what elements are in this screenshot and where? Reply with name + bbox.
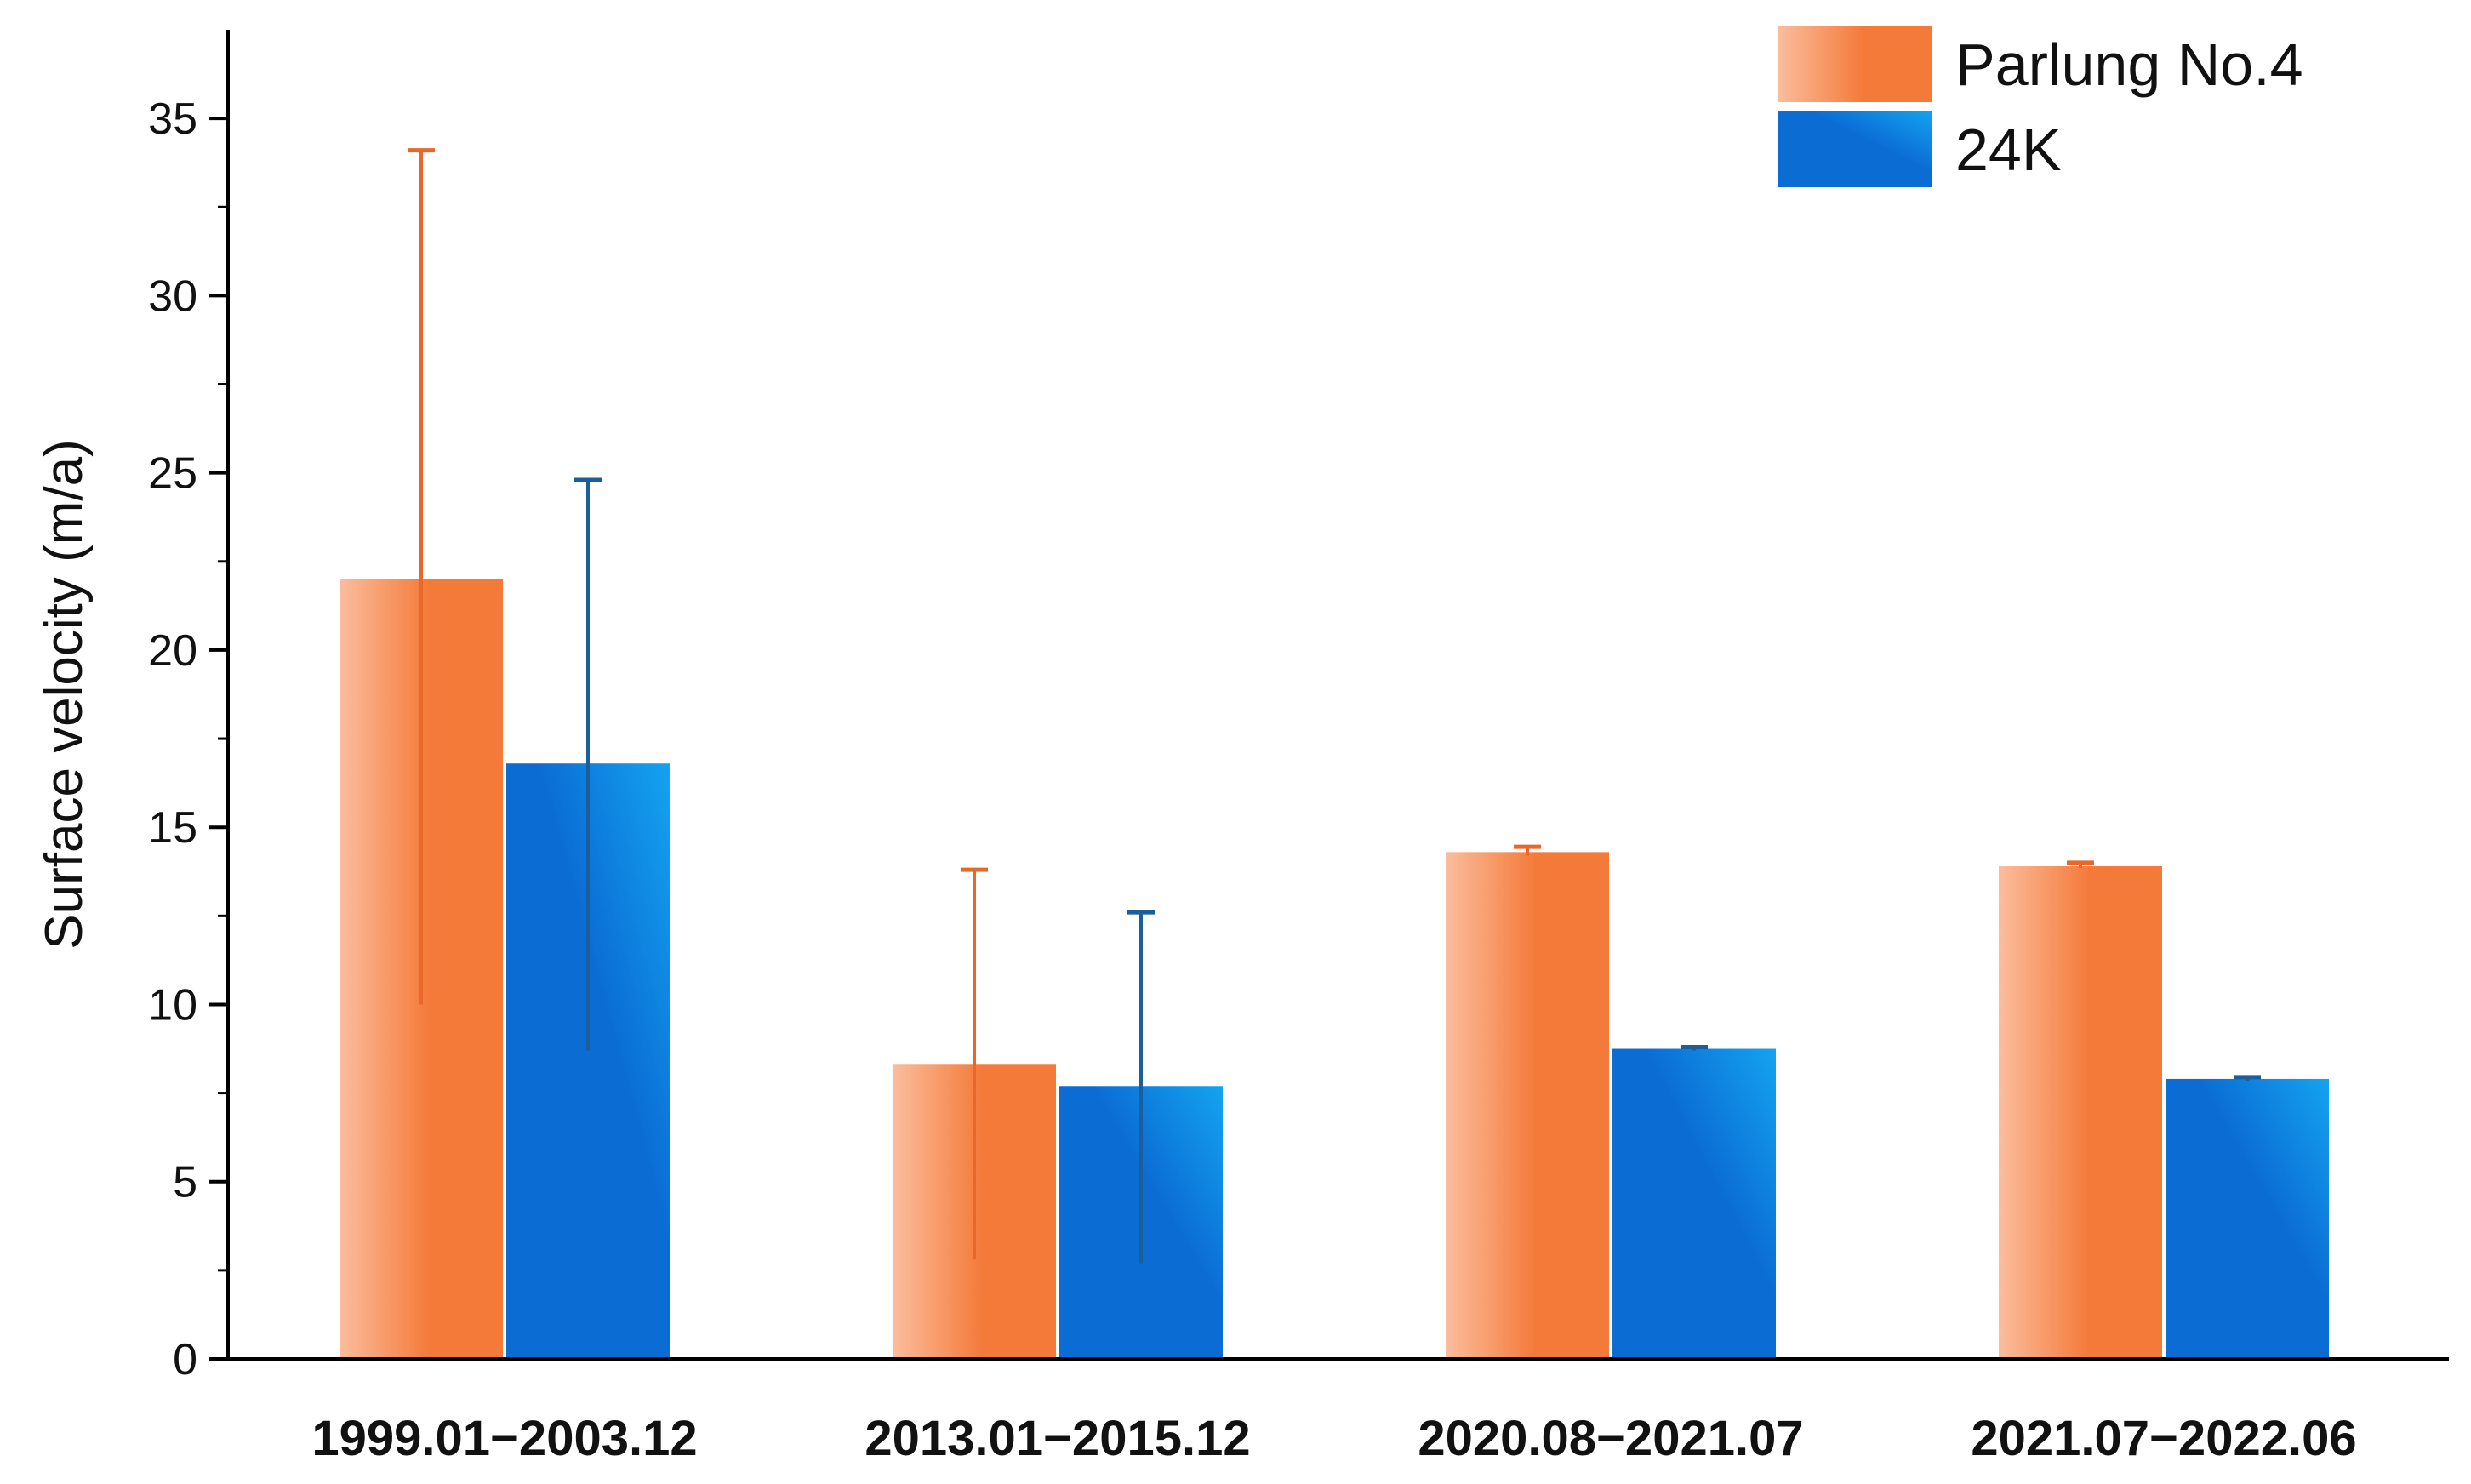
x-category-label: 2020.08−2021.07	[1418, 1411, 1803, 1466]
x-category-label: 1999.01−2003.12	[311, 1411, 697, 1466]
legend-swatch-parlung-no4	[1778, 26, 1932, 102]
legend-label-24k: 24K	[1955, 117, 2062, 183]
y-tick-label: 5	[173, 1158, 197, 1207]
bar-parlung-no4-4	[1999, 866, 2162, 1359]
legend-label-parlung-no4: Parlung No.4	[1955, 31, 2303, 98]
bar-24k-3	[1612, 1048, 1776, 1359]
y-tick-label: 20	[148, 626, 197, 676]
y-axis-title: Surface velocity (m/a)	[35, 439, 94, 950]
y-tick-label: 30	[148, 271, 197, 321]
y-tick-label: 25	[148, 449, 197, 499]
bar-24k-4	[2166, 1078, 2329, 1359]
x-category-label: 2013.01−2015.12	[865, 1411, 1250, 1466]
y-tick-label: 15	[148, 803, 197, 853]
bar-parlung-no4-3	[1446, 852, 1609, 1359]
x-category-label: 2021.07−2022.06	[1971, 1411, 2356, 1466]
legend-swatch-24k	[1778, 111, 1932, 187]
y-tick-label: 35	[148, 94, 197, 144]
y-tick-label: 0	[173, 1335, 197, 1384]
y-tick-label: 10	[148, 980, 197, 1030]
